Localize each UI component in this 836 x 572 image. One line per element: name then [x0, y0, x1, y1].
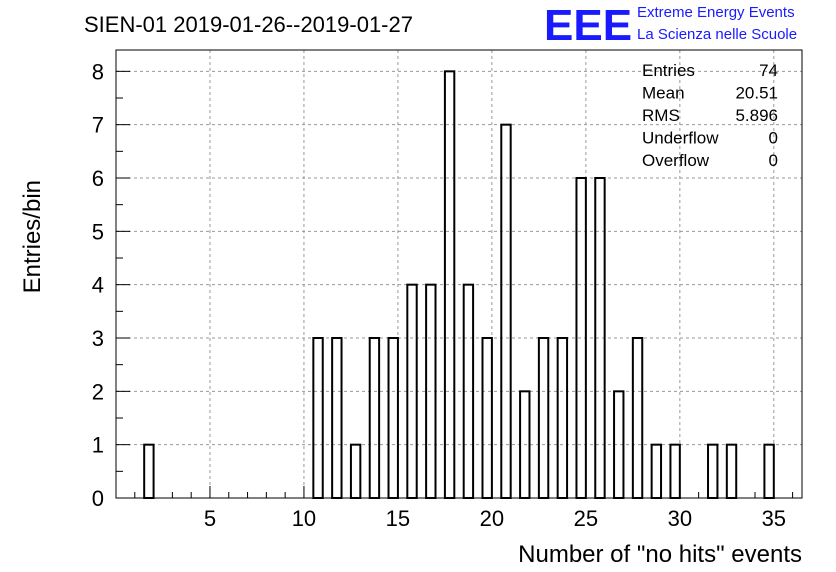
eee-logo: EEE Extreme Energy Events La Scienza nel…	[544, 1, 797, 50]
histogram-bar	[763, 443, 775, 499]
y-tick-label: 8	[92, 59, 104, 84]
x-tick-label: 30	[668, 506, 692, 531]
logo-line2: La Scienza nelle Scuole	[637, 26, 797, 43]
y-axis-ticks: 0 1 2 3 4 5 6 7 8	[92, 59, 130, 511]
x-axis-ticks: 5 10 15 20 25 30 35	[115, 486, 794, 531]
x-tick-label: 10	[292, 506, 316, 531]
x-tick-label: 15	[386, 506, 410, 531]
histogram-bar	[331, 337, 343, 499]
histogram-bar	[631, 337, 644, 499]
stats-value: 74	[759, 61, 778, 80]
y-tick-label: 6	[92, 166, 104, 191]
histogram-bar	[707, 443, 719, 499]
histogram-bar	[349, 443, 362, 499]
histogram-bar	[500, 123, 512, 500]
y-axis-label: Entries/bin	[19, 180, 46, 293]
x-tick-label: 35	[762, 506, 786, 531]
stats-value: 0	[769, 129, 778, 148]
stats-label: Overflow	[642, 151, 710, 170]
histogram-bar	[725, 443, 738, 499]
y-tick-label: 7	[92, 113, 104, 138]
y-tick-label: 4	[92, 273, 104, 298]
plot-frame	[115, 49, 803, 499]
logo-line1: Extreme Energy Events	[637, 4, 795, 21]
x-tick-label: 5	[204, 506, 216, 531]
x-tick-label: 20	[480, 506, 504, 531]
histogram-bar	[556, 337, 569, 499]
x-axis-label: Number of "no hits" events	[518, 541, 802, 568]
histogram-bar	[650, 443, 663, 499]
histogram-bar	[481, 337, 493, 499]
histogram-bar	[368, 337, 381, 499]
chart-title: SIEN-01 2019-01-26--2019-01-27	[84, 12, 413, 37]
histogram-bar	[669, 443, 681, 499]
y-tick-label: 2	[92, 379, 104, 404]
stats-label: Underflow	[642, 129, 719, 148]
y-tick-label: 5	[92, 219, 104, 244]
logo-letters: EEE	[544, 1, 632, 50]
x-tick-label: 25	[574, 506, 598, 531]
y-tick-label: 0	[92, 486, 104, 511]
histogram-bar	[143, 443, 155, 499]
grid-lines	[116, 50, 802, 498]
stats-box: Entries 74 Mean 20.51 RMS 5.896 Underflow 0 Over…	[642, 61, 778, 170]
stats-value: 20.51	[735, 84, 778, 103]
stats-value: 0	[769, 151, 778, 170]
stats-label: Entries	[642, 61, 695, 80]
y-tick-label: 3	[92, 326, 104, 351]
stats-label: RMS	[642, 106, 680, 125]
y-tick-label: 1	[92, 433, 104, 458]
histogram-bar	[537, 337, 550, 499]
histogram-bar	[387, 337, 399, 499]
histogram-bar	[312, 337, 324, 499]
stats-value: 5.896	[735, 106, 778, 125]
stats-label: Mean	[642, 84, 685, 103]
